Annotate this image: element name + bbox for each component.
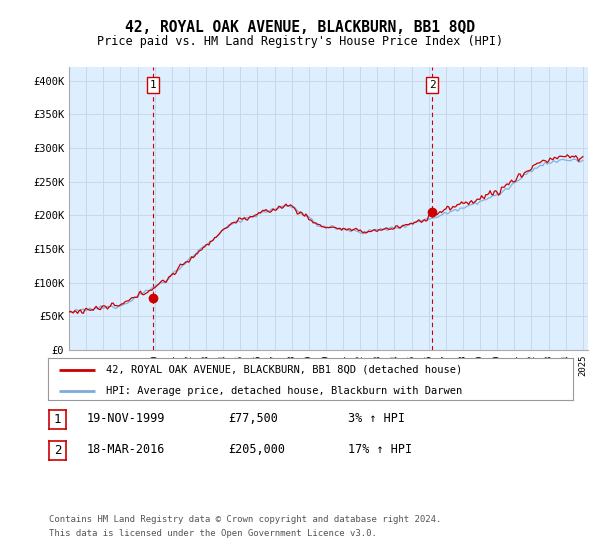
Text: This data is licensed under the Open Government Licence v3.0.: This data is licensed under the Open Gov… [49, 529, 377, 538]
Text: 42, ROYAL OAK AVENUE, BLACKBURN, BB1 8QD (detached house): 42, ROYAL OAK AVENUE, BLACKBURN, BB1 8QD… [106, 365, 462, 375]
Text: 2: 2 [429, 80, 436, 90]
Text: 2: 2 [54, 444, 61, 457]
Text: 1: 1 [54, 413, 61, 426]
Text: 19-NOV-1999: 19-NOV-1999 [87, 412, 166, 426]
Text: £77,500: £77,500 [228, 412, 278, 426]
Text: 18-MAR-2016: 18-MAR-2016 [87, 443, 166, 456]
Text: HPI: Average price, detached house, Blackburn with Darwen: HPI: Average price, detached house, Blac… [106, 386, 462, 396]
Text: 42, ROYAL OAK AVENUE, BLACKBURN, BB1 8QD: 42, ROYAL OAK AVENUE, BLACKBURN, BB1 8QD [125, 20, 475, 35]
Text: £205,000: £205,000 [228, 443, 285, 456]
Text: 1: 1 [149, 80, 157, 90]
Text: Contains HM Land Registry data © Crown copyright and database right 2024.: Contains HM Land Registry data © Crown c… [49, 515, 442, 524]
Text: Price paid vs. HM Land Registry's House Price Index (HPI): Price paid vs. HM Land Registry's House … [97, 35, 503, 48]
Text: 17% ↑ HPI: 17% ↑ HPI [348, 443, 412, 456]
Text: 3% ↑ HPI: 3% ↑ HPI [348, 412, 405, 426]
